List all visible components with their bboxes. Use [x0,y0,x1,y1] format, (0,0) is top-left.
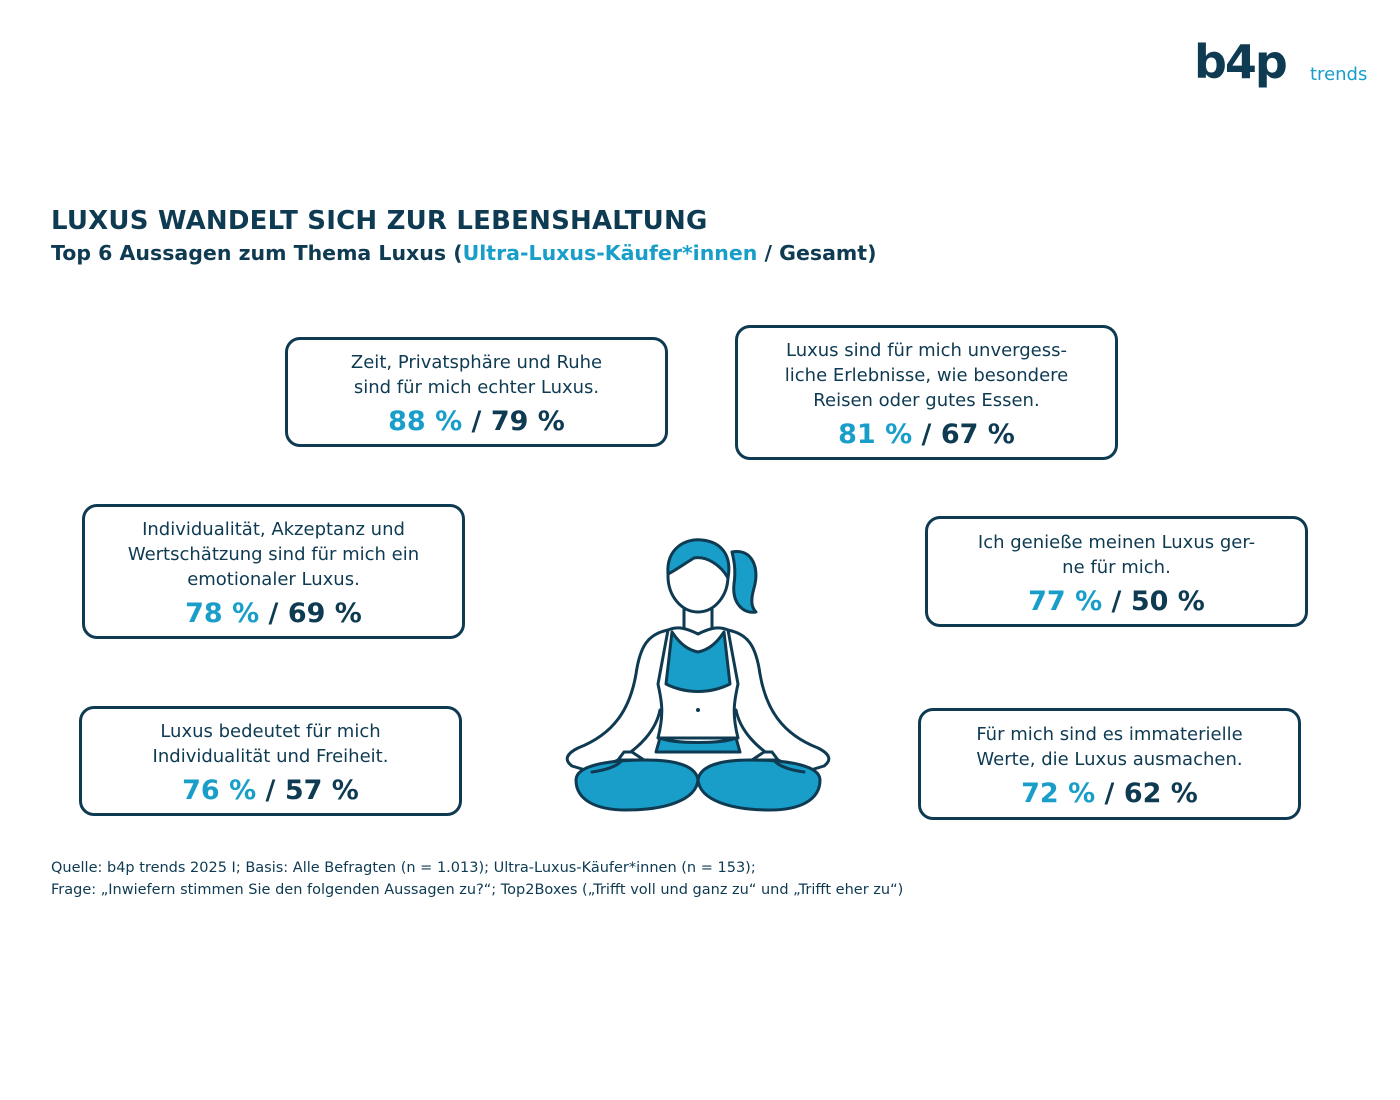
logo-suffix: trends [1310,64,1367,85]
value-separator: / [259,598,288,629]
total-value: 62 % [1123,778,1198,809]
statement-text: Für mich sind es immaterielle Werte, die… [976,724,1243,770]
total-value: 50 % [1130,585,1205,617]
total-value: 79 % [490,406,565,437]
page-title: LUXUS WANDELT SICH ZUR LEBENSHALTUNG [51,206,708,236]
ultra-value: 72 % [1021,778,1096,809]
b4p-trends-logo: b4p trends [1192,35,1382,96]
ultra-value: 81 % [838,419,913,450]
source-line-1: Quelle: b4p trends 2025 I; Basis: Alle B… [51,860,756,876]
statement-text: Zeit, Privatsphäre und Ruhe sind für mic… [350,352,603,398]
ultra-value: 88 % [388,406,463,437]
total-value: 69 % [287,598,362,629]
source-note: Quelle: b4p trends 2025 I; Basis: Alle B… [51,857,903,901]
statement-values: 76 % / 57 % [82,773,459,809]
logo-brand: b4p [1194,36,1286,89]
statement-card: Luxus bedeutet für mich Individualität u… [79,706,462,816]
statement-card: Für mich sind es immaterielle Werte, die… [918,708,1301,820]
value-separator: / [912,419,941,450]
value-separator: / [1102,585,1131,617]
page-subtitle: Top 6 Aussagen zum Thema Luxus (Ultra-Lu… [51,241,876,265]
statement-text: Luxus bedeutet für mich Individualität u… [152,721,389,767]
meditating-woman-icon [556,534,840,816]
source-line-2: Frage: „Inwiefern stimmen Sie den folgen… [51,882,904,898]
statement-text: Individualität, Akzeptanz und Wertschätz… [127,519,420,590]
ultra-value: 77 % [1028,585,1103,617]
value-separator: / [256,775,285,806]
statement-values: 77 % / 50 % [928,584,1305,620]
statement-text: Luxus sind für mich unvergess- liche Erl… [784,340,1069,411]
subtitle-highlight: Ultra-Luxus-Käufer*innen [462,241,758,265]
statement-values: 72 % / 62 % [921,776,1298,812]
statement-card: Luxus sind für mich unvergess- liche Erl… [735,325,1118,460]
statement-text: Ich genieße meinen Luxus ger- ne für mic… [977,531,1256,578]
value-separator: / [462,406,491,437]
statement-card: Ich genieße meinen Luxus ger- ne für mic… [925,516,1308,627]
subtitle-prefix: Top 6 Aussagen zum Thema Luxus ( [51,241,463,265]
statement-values: 78 % / 69 % [85,596,462,632]
statement-card: Zeit, Privatsphäre und Ruhe sind für mic… [285,337,668,447]
ultra-value: 76 % [182,775,257,806]
ultra-value: 78 % [185,598,260,629]
statement-values: 81 % / 67 % [738,417,1115,453]
total-value: 57 % [284,775,359,806]
statement-values: 88 % / 79 % [288,404,665,440]
statement-card: Individualität, Akzeptanz und Wertschätz… [82,504,465,639]
subtitle-suffix: / Gesamt) [757,241,877,265]
value-separator: / [1095,778,1124,809]
total-value: 67 % [940,419,1015,450]
